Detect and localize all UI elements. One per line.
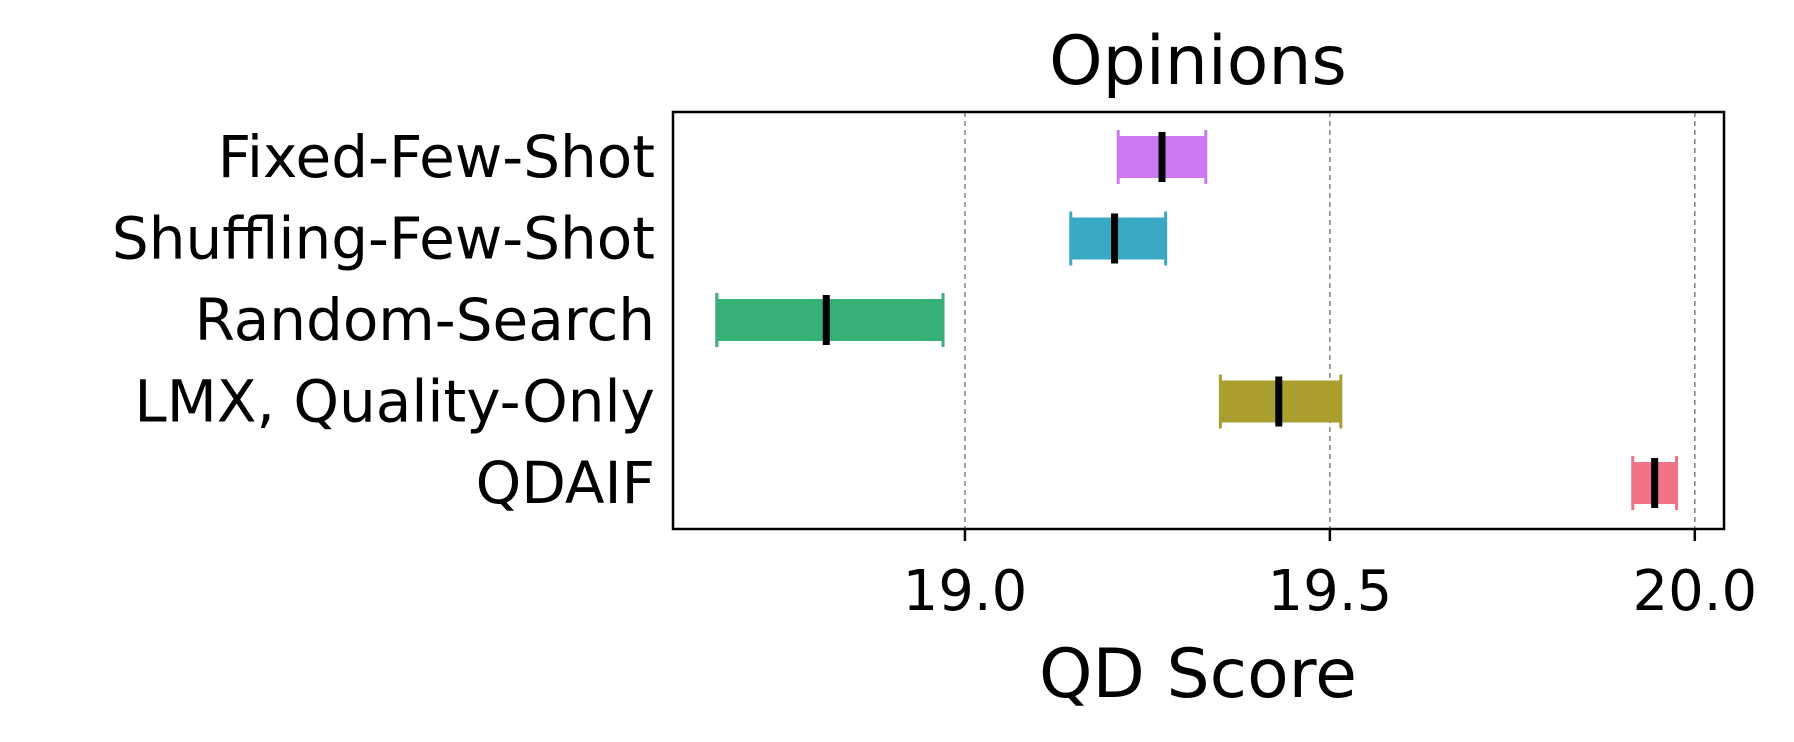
y-tick-label-3: LMX, Quality-Only xyxy=(134,368,655,436)
y-tick-labels: Fixed-Few-Shot Shuffling-Few-Shot Random-S… xyxy=(112,123,655,517)
bar-1 xyxy=(1070,217,1166,260)
y-tick-label-2: Random-Search xyxy=(195,286,655,354)
gridlines xyxy=(964,112,1696,529)
chart-title: Opinions xyxy=(1049,22,1347,101)
x-tick-label-0: 19.0 xyxy=(903,559,1028,624)
x-tick-labels: 19.0 19.5 20.0 xyxy=(903,529,1757,624)
plot-frame xyxy=(671,110,1726,531)
y-tick-label-0: Fixed-Few-Shot xyxy=(218,123,655,191)
x-tick-label-1: 19.5 xyxy=(1268,559,1393,624)
bar-2 xyxy=(716,299,944,341)
x-axis-label: QD Score xyxy=(1039,635,1357,714)
interval-bars xyxy=(715,130,1679,510)
x-tick-label-2: 20.0 xyxy=(1632,559,1757,624)
y-tick-label-4: QDAIF xyxy=(476,449,655,517)
y-tick-label-1: Shuffling-Few-Shot xyxy=(112,205,655,273)
